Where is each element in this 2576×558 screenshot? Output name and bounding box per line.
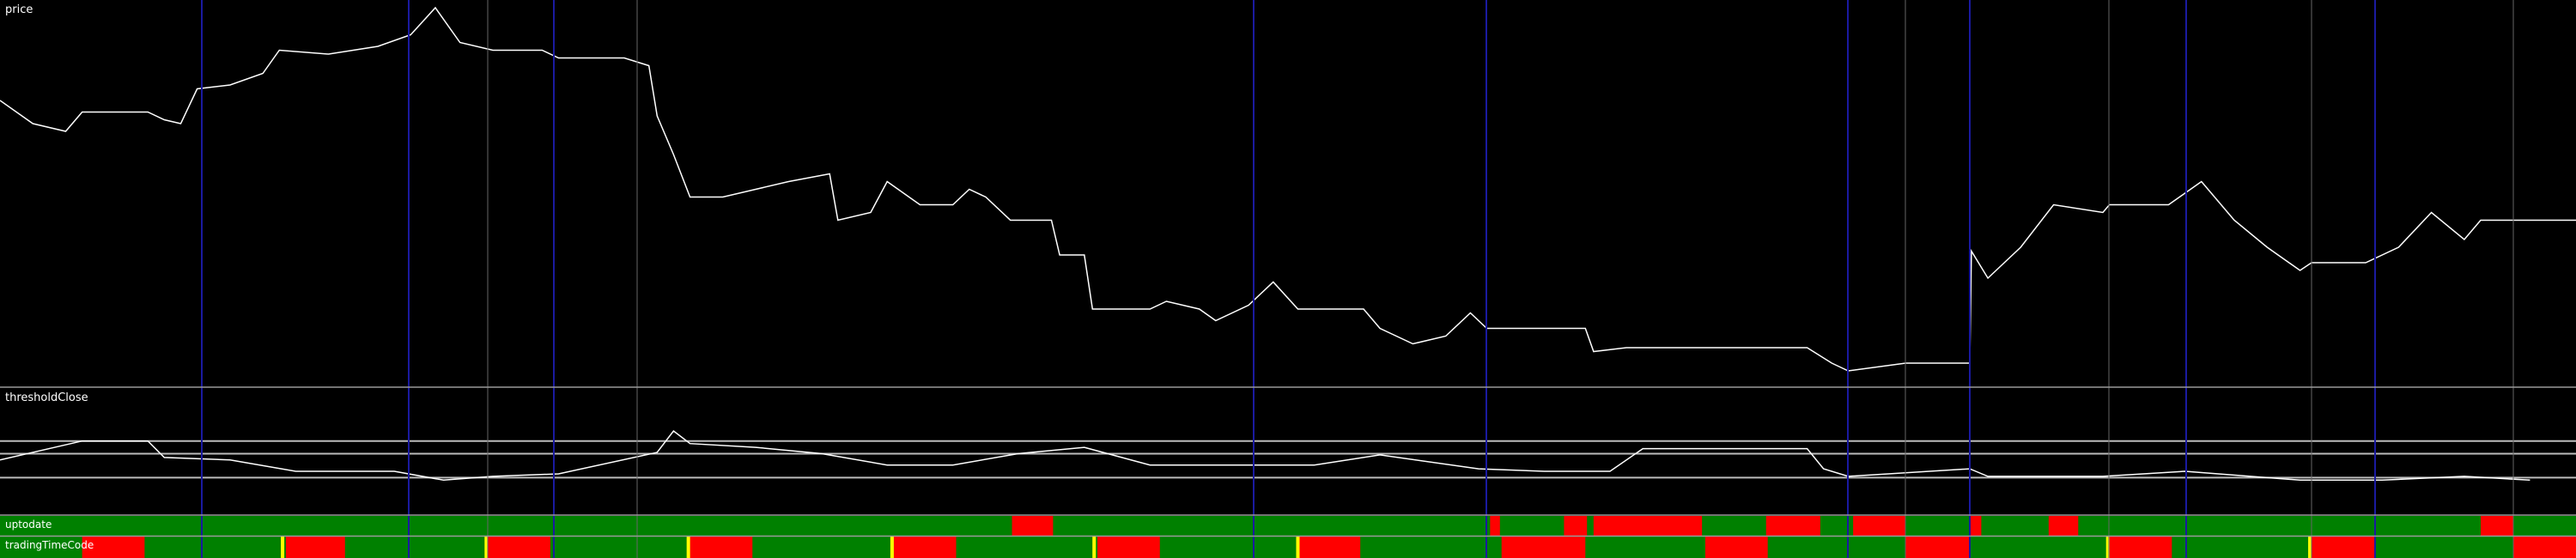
- status-alert: [1012, 516, 1054, 536]
- status-alert: [893, 537, 957, 558]
- status-alert: [1970, 516, 1982, 536]
- status-alert: [1490, 516, 1500, 536]
- status-alert: [1704, 537, 1768, 558]
- status-alert: [1564, 516, 1588, 536]
- status-alert: [488, 537, 550, 558]
- status-alert: [2513, 537, 2576, 558]
- status-marker: [281, 537, 285, 558]
- status-background: [0, 537, 2576, 558]
- panel-title: uptodate: [5, 519, 52, 531]
- status-marker: [1296, 537, 1300, 558]
- status-marker: [1092, 537, 1097, 558]
- status-alert: [1501, 537, 1586, 558]
- status-alert: [2311, 537, 2376, 558]
- panel-title: price: [5, 3, 33, 16]
- status-alert: [2048, 516, 2079, 536]
- status-alert: [1905, 537, 1971, 558]
- status-background: [0, 516, 2576, 536]
- status-alert: [1299, 537, 1361, 558]
- status-marker: [686, 537, 690, 558]
- status-alert: [2107, 537, 2172, 558]
- status-marker: [2308, 537, 2312, 558]
- status-alert: [1853, 516, 1906, 536]
- status-marker: [890, 537, 894, 558]
- series-line: [0, 6, 2576, 372]
- status-alert: [1765, 516, 1820, 536]
- status-alert: [690, 537, 753, 558]
- status-alert: [1593, 516, 1703, 536]
- status-alert: [1097, 537, 1160, 558]
- status-alert: [82, 537, 145, 558]
- panel-title: tradingTimeCode: [5, 539, 94, 551]
- status-alert: [2481, 516, 2514, 536]
- status-alert: [285, 537, 345, 558]
- status-marker: [484, 537, 489, 558]
- series-line: [0, 429, 2530, 482]
- panel-title: thresholdClose: [5, 391, 88, 404]
- status-marker: [2105, 537, 2110, 558]
